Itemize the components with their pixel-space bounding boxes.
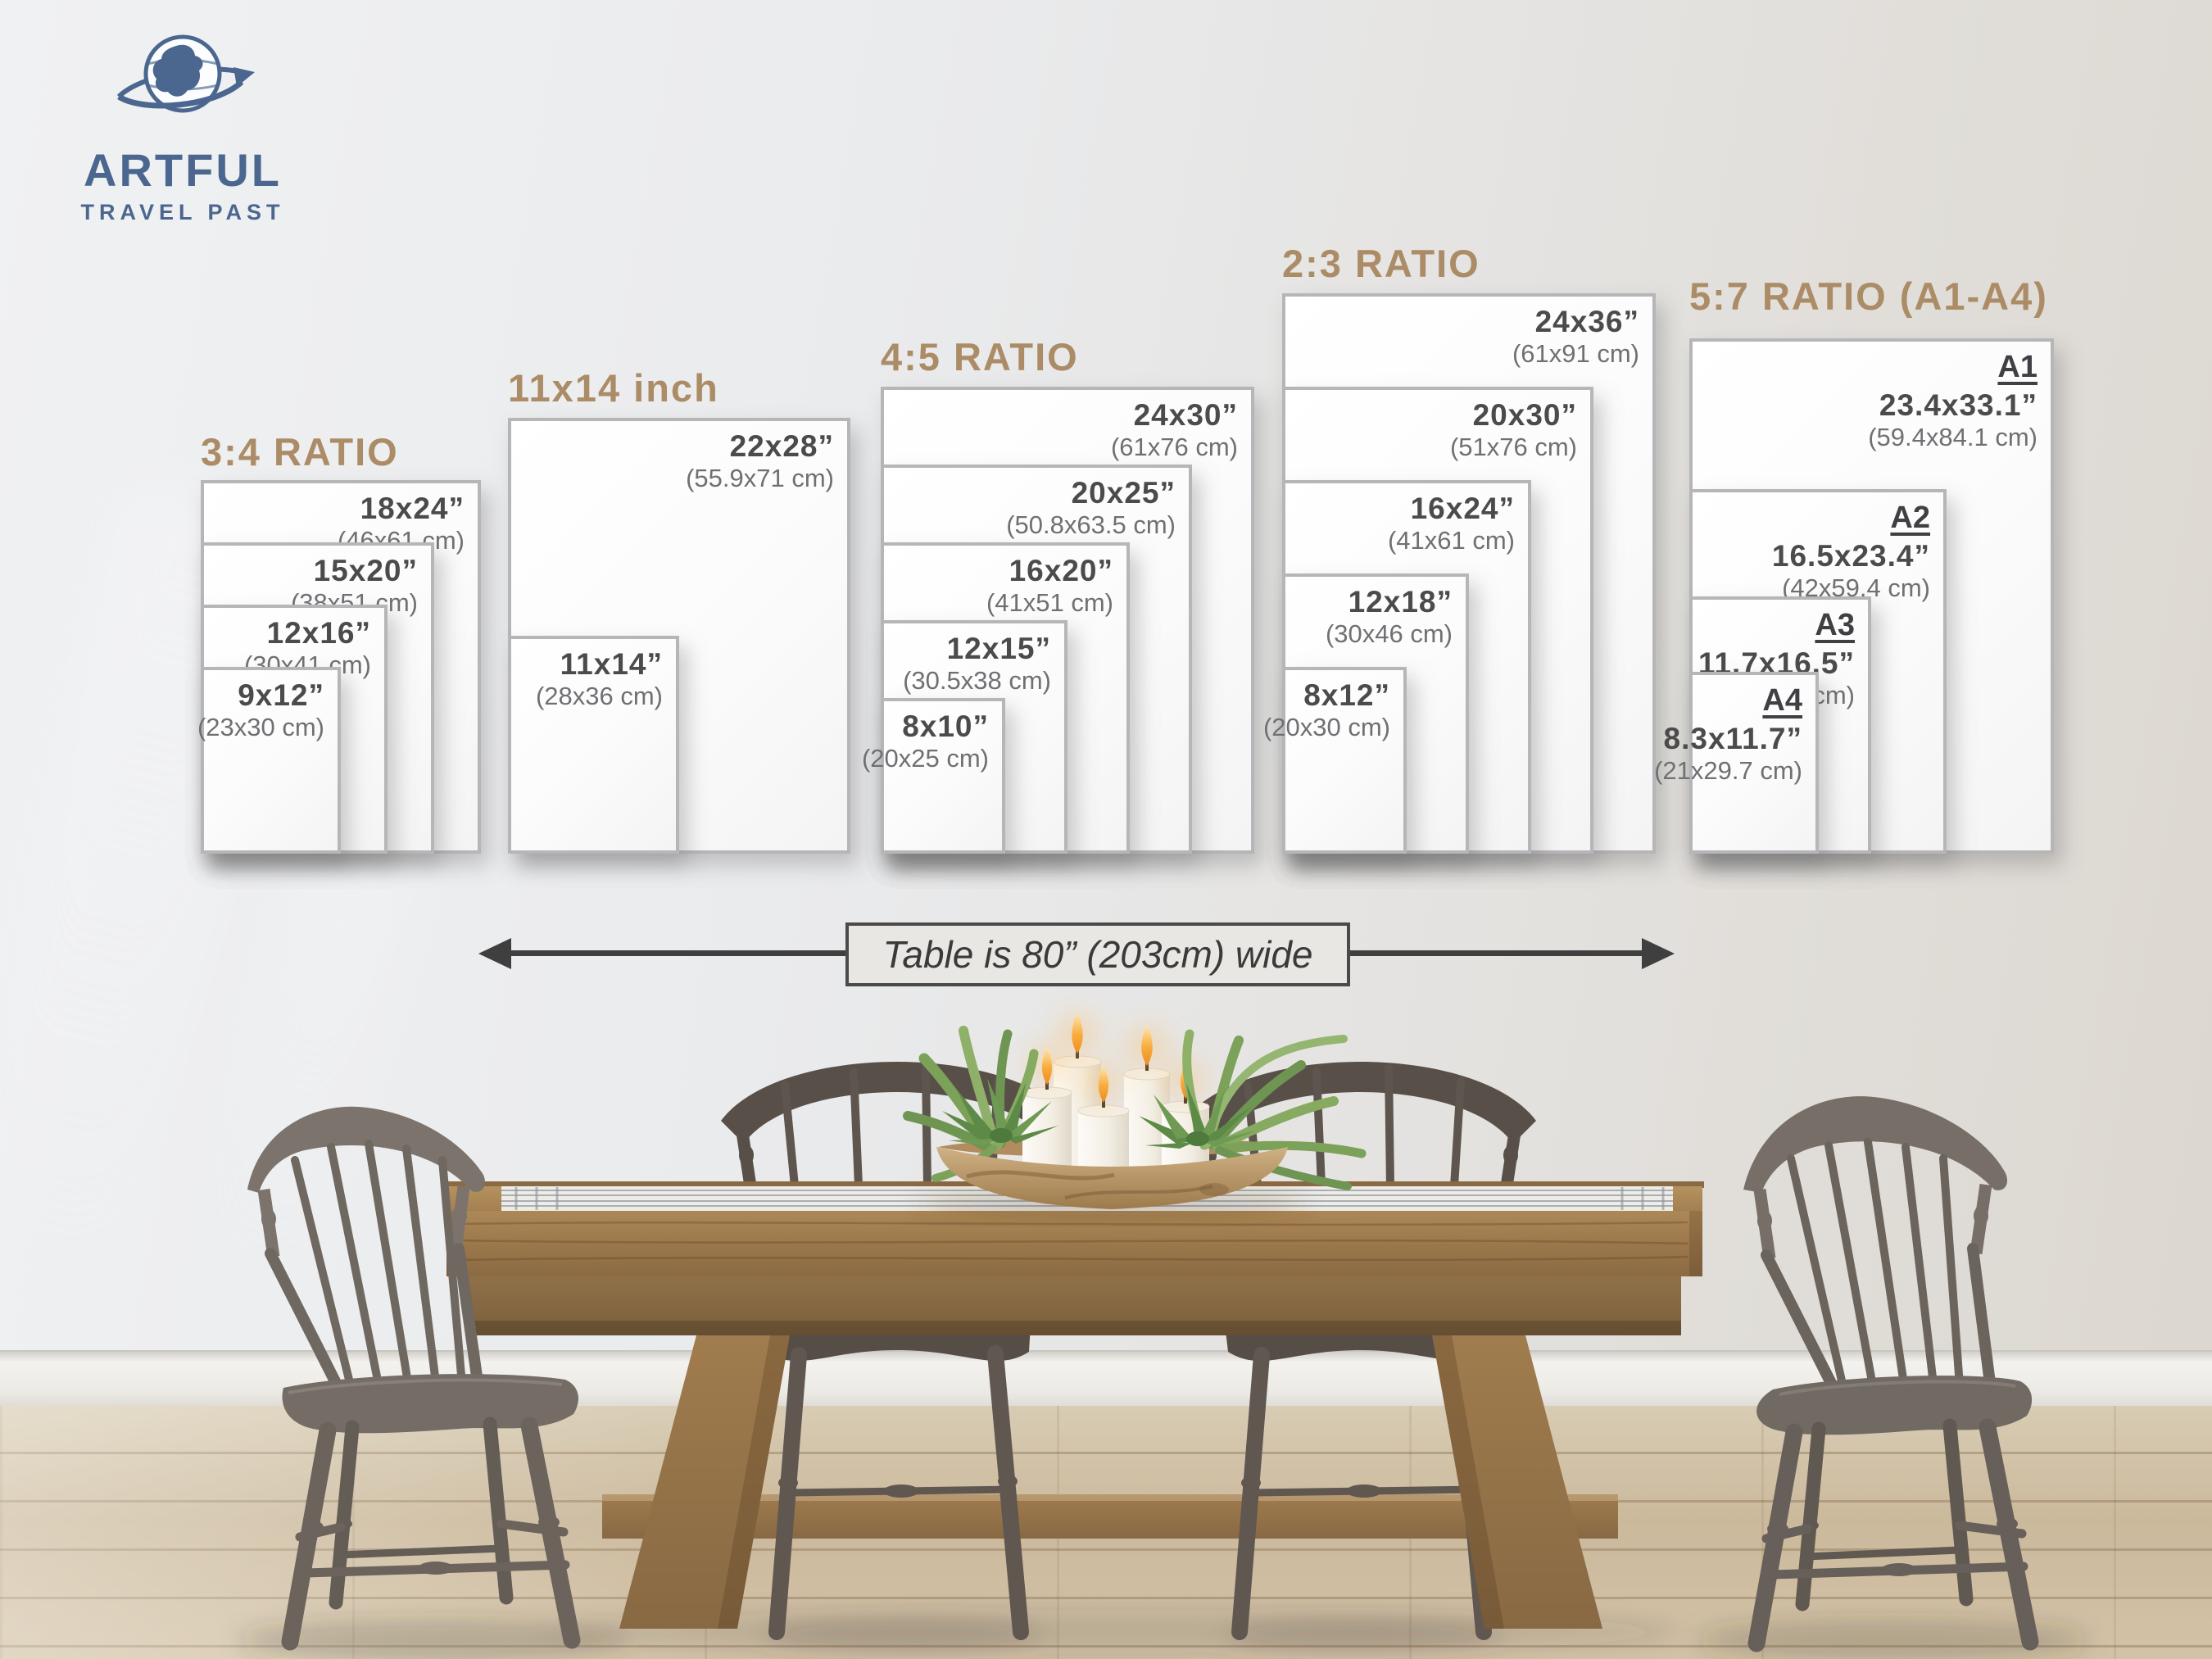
heading-11x14: 11x14 inch [508,366,719,410]
heading-5-7-ratio: 5:7 RATIO (A1-A4) [1689,274,2048,318]
floor-shadows [238,1611,2089,1659]
centerpiece [903,1011,1367,1216]
size-cm: (61x91 cm) [1512,339,1639,369]
size-inches: 20x30” [1472,398,1577,432]
arrow-left-icon [478,938,511,969]
measure-line-left [492,950,845,956]
size-inches: 23.4x33.1” [1879,388,2037,422]
size-cm: (55.9x71 cm) [686,464,834,493]
size-name: A3 [1815,608,1855,642]
brand-logo: ARTFUL TRAVEL PAST [48,21,318,225]
heading-3-4-ratio: 3:4 RATIO [201,430,399,474]
chair-right [1743,1096,2039,1652]
size-inches: 15x20” [313,554,418,587]
size-cm: (61x76 cm) [1110,433,1238,462]
size-cm: (20x30 cm) [1262,713,1390,742]
size-name: A2 [1890,501,1930,535]
poster-9x12: 9x12” (23x30 cm) [197,667,341,854]
size-inches: 12x18” [1348,585,1453,619]
size-inches: 8x12” [1303,678,1390,712]
size-cm: (30.5x38 cm) [903,666,1051,696]
size-cm: (51x76 cm) [1449,433,1577,462]
poster-8x12: 8x12” (20x30 cm) [1263,667,1407,854]
size-inches: 12x15” [946,632,1051,665]
heading-4-5-ratio: 4:5 RATIO [881,335,1079,378]
brand-tagline: TRAVEL PAST [80,200,285,224]
size-inches: 18x24” [360,492,465,525]
arrow-right-icon [1642,938,1675,969]
globe-icon [116,34,255,113]
size-cm: (28x36 cm) [535,682,663,711]
size-cm: (41x51 cm) [986,588,1113,618]
size-inches: 8.3x11.7” [1663,721,1802,755]
size-inches: 11x14” [560,647,663,681]
measure-line-right [1350,950,1661,956]
poster-a4: A4 8.3x11.7” (21x29.7 cm) [1654,672,1819,854]
chair-left [247,1106,581,1651]
size-inches: 16x24” [1410,492,1515,525]
size-inches: 22x28” [729,429,834,463]
size-inches: 24x36” [1534,305,1639,338]
size-cm: (21x29.7 cm) [1654,755,1802,785]
size-cm: (20x25 cm) [861,744,989,773]
size-cm: (30x46 cm) [1325,619,1453,649]
table-width-label: Table is 80” (203cm) wide [845,922,1350,986]
heading-2-3-ratio: 2:3 RATIO [1282,242,1480,285]
succulent-right [1139,1029,1367,1190]
size-inches: 16.5x23.4” [1771,538,1930,573]
poster-8x10: 8x10” (20x25 cm) [862,698,1005,854]
size-cm: (41x61 cm) [1387,526,1515,555]
size-inches: 20x25” [1071,476,1176,510]
size-name: A1 [1997,350,2037,384]
brand-name: ARTFUL [84,144,282,196]
succulent-left [903,1026,1058,1182]
size-cm: (50.8x63.5 cm) [1006,510,1176,540]
size-inches: 9x12” [238,678,324,712]
size-name: A4 [1762,683,1802,718]
poster-11x14: 11x14” (28x36 cm) [508,636,679,854]
size-cm: (59.4x84.1 cm) [1868,422,2037,451]
size-inches: 24x30” [1133,398,1238,432]
bowl-front [936,1147,1288,1209]
size-inches: 8x10” [902,709,989,743]
size-inches: 12x16” [266,616,371,650]
size-inches: 16x20” [1009,554,1113,587]
table-legs [619,1335,1602,1629]
size-cm: (23x30 cm) [197,713,324,742]
table-width-text: Table is 80” (203cm) wide [882,933,1313,976]
